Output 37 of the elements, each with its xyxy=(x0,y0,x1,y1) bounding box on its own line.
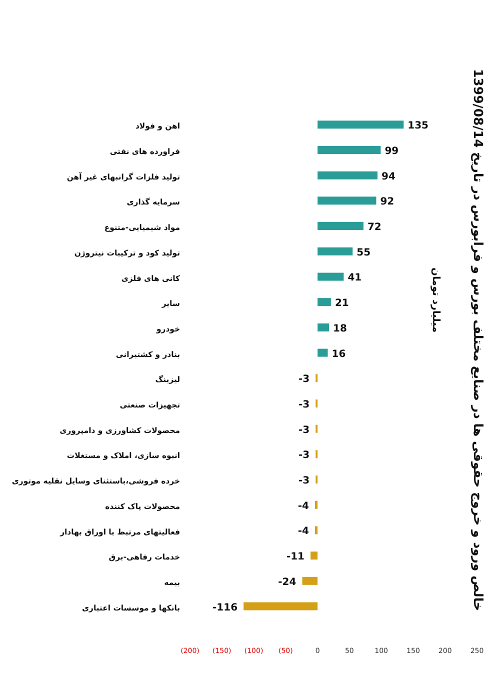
bar xyxy=(318,298,331,306)
data-label: 16 xyxy=(332,348,346,360)
data-label: 21 xyxy=(334,298,349,310)
data-label: 18 xyxy=(333,323,347,334)
data-label: 94 xyxy=(382,171,396,182)
bar xyxy=(318,247,353,256)
bar xyxy=(318,323,330,332)
data-label: 72 xyxy=(367,222,382,234)
data-label: 99 xyxy=(384,146,399,157)
data-label: -3 xyxy=(298,374,310,386)
data-label: -24 xyxy=(278,576,296,588)
data-label: -116 xyxy=(212,602,238,614)
data-label: -3 xyxy=(298,450,310,462)
data-label: -3 xyxy=(298,476,310,487)
bar xyxy=(310,552,318,560)
data-label: 41 xyxy=(348,272,362,284)
bar xyxy=(318,171,378,180)
bar xyxy=(302,576,318,585)
data-label: 55 xyxy=(356,247,371,258)
data-label: 92 xyxy=(380,196,394,208)
bar xyxy=(318,272,344,281)
bar xyxy=(315,500,318,509)
bar xyxy=(244,602,318,610)
data-label: 135 xyxy=(408,120,429,132)
annotation: میلیارد تومان xyxy=(430,267,441,333)
data-label: -3 xyxy=(298,399,310,410)
bar xyxy=(315,526,318,534)
bar xyxy=(318,348,328,357)
data-label: -4 xyxy=(298,500,310,512)
data-label: -3 xyxy=(298,424,310,436)
text: خالص ورود و خروج حقوقی ها در صنایع مختلف بورس و فرابورس در تاریخ 1399/08/14 xyxy=(470,68,486,612)
bar xyxy=(318,146,381,154)
data-label: -4 xyxy=(298,526,310,538)
bar xyxy=(318,222,364,230)
bar xyxy=(318,196,376,205)
data-label: -11 xyxy=(286,552,305,563)
bar xyxy=(318,120,404,129)
